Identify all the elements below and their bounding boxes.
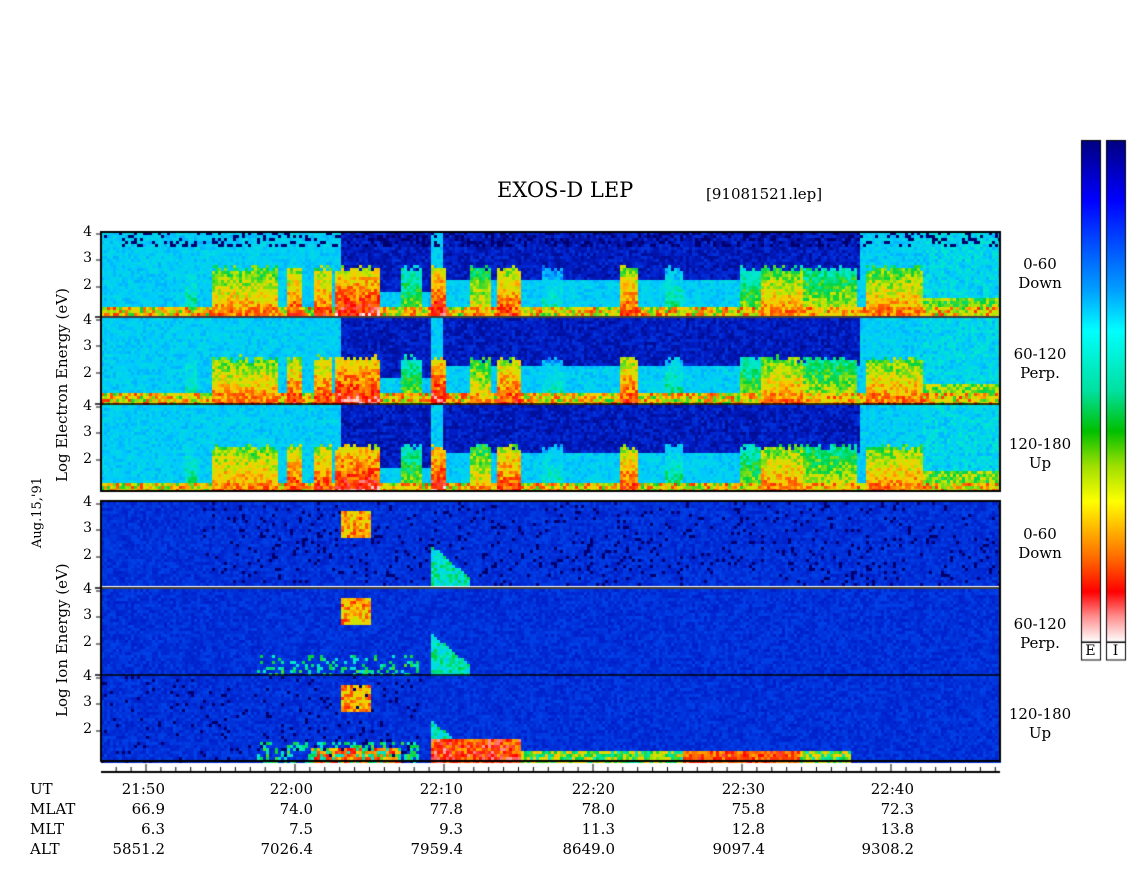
ephemeris-ut-value: 22:30: [721, 780, 765, 798]
y-tick-label: 3: [83, 520, 92, 536]
file-name: [91081521.lep]: [706, 185, 823, 203]
ephemeris-alt-value: 9097.4: [712, 840, 766, 858]
electron-panel-3-label: 120-180 Up: [1008, 435, 1072, 472]
ephemeris-mlat-value: 78.0: [581, 800, 615, 818]
electron-panel-2-label: 60-120 Perp.: [1013, 345, 1067, 382]
y-tick-label: 2: [83, 721, 92, 737]
ephemeris-alt-value: 8649.0: [562, 840, 616, 858]
y-tick-label: 4: [83, 494, 92, 510]
ephemeris-mlt-value: 6.3: [141, 820, 165, 838]
ephemeris-mlt-value: 13.8: [880, 820, 914, 838]
y-tick-label: 4: [83, 581, 92, 597]
y-tick-label: 4: [83, 312, 92, 328]
colorbar-electron-label: E: [1085, 643, 1096, 659]
ion-panel-2-label: 60-120 Perp.: [1013, 615, 1067, 652]
ephemeris-ut-value: 22:20: [571, 780, 615, 798]
y-tick-label: 2: [83, 634, 92, 650]
electron-y-axis-label: Log Electron Energy (eV): [53, 288, 71, 482]
row-name-ut: UT: [30, 780, 53, 798]
row-name-alt: ALT: [30, 840, 60, 858]
y-tick-label: 2: [83, 451, 92, 467]
ephemeris-ut-value: 21:50: [121, 780, 165, 798]
ephemeris-mlt-value: 9.3: [439, 820, 463, 838]
y-tick-label: 3: [83, 250, 92, 266]
ion-panel-1-label: 0-60 Down: [1018, 525, 1062, 562]
ephemeris-mlat-value: 75.8: [731, 800, 765, 818]
ephemeris-mlat-value: 77.8: [429, 800, 463, 818]
ephemeris-alt-value: 9308.2: [861, 840, 915, 858]
ephemeris-ut-value: 22:10: [419, 780, 463, 798]
chart-title: EXOS-D LEP: [497, 178, 634, 202]
y-tick-label: 2: [83, 547, 92, 563]
row-name-mlat: MLAT: [30, 800, 76, 818]
row-name-mlt: MLT: [30, 820, 65, 838]
ephemeris-alt-value: 7959.4: [410, 840, 464, 858]
ephemeris-mlt-value: 7.5: [289, 820, 313, 838]
y-tick-label: 4: [83, 398, 92, 414]
colorbar-ion-label: I: [1112, 643, 1119, 659]
ephemeris-mlt-value: 12.8: [731, 820, 765, 838]
y-tick-label: 3: [83, 424, 92, 440]
ephemeris-mlat-value: 72.3: [880, 800, 914, 818]
y-tick-label: 3: [83, 694, 92, 710]
y-tick-label: 3: [83, 607, 92, 623]
y-tick-label: 2: [83, 365, 92, 381]
y-tick-label: 3: [83, 338, 92, 354]
ephemeris-ut-value: 22:40: [870, 780, 914, 798]
y-tick-label: 4: [83, 224, 92, 240]
ephemeris-mlat-value: 66.9: [131, 800, 165, 818]
ephemeris-mlt-value: 11.3: [581, 820, 615, 838]
ephemeris-mlat-value: 74.0: [279, 800, 313, 818]
date-label: Aug.15,'91: [30, 476, 45, 548]
ephemeris-ut-value: 22:00: [269, 780, 313, 798]
ion-y-axis-label: Log Ion Energy (eV): [53, 563, 71, 717]
ephemeris-alt-value: 5851.2: [112, 840, 166, 858]
y-tick-label: 4: [83, 668, 92, 684]
ephemeris-alt-value: 7026.4: [260, 840, 314, 858]
y-tick-label: 2: [83, 277, 92, 293]
electron-panel-1-label: 0-60 Down: [1018, 255, 1062, 292]
ion-panel-3-label: 120-180 Up: [1008, 705, 1072, 742]
